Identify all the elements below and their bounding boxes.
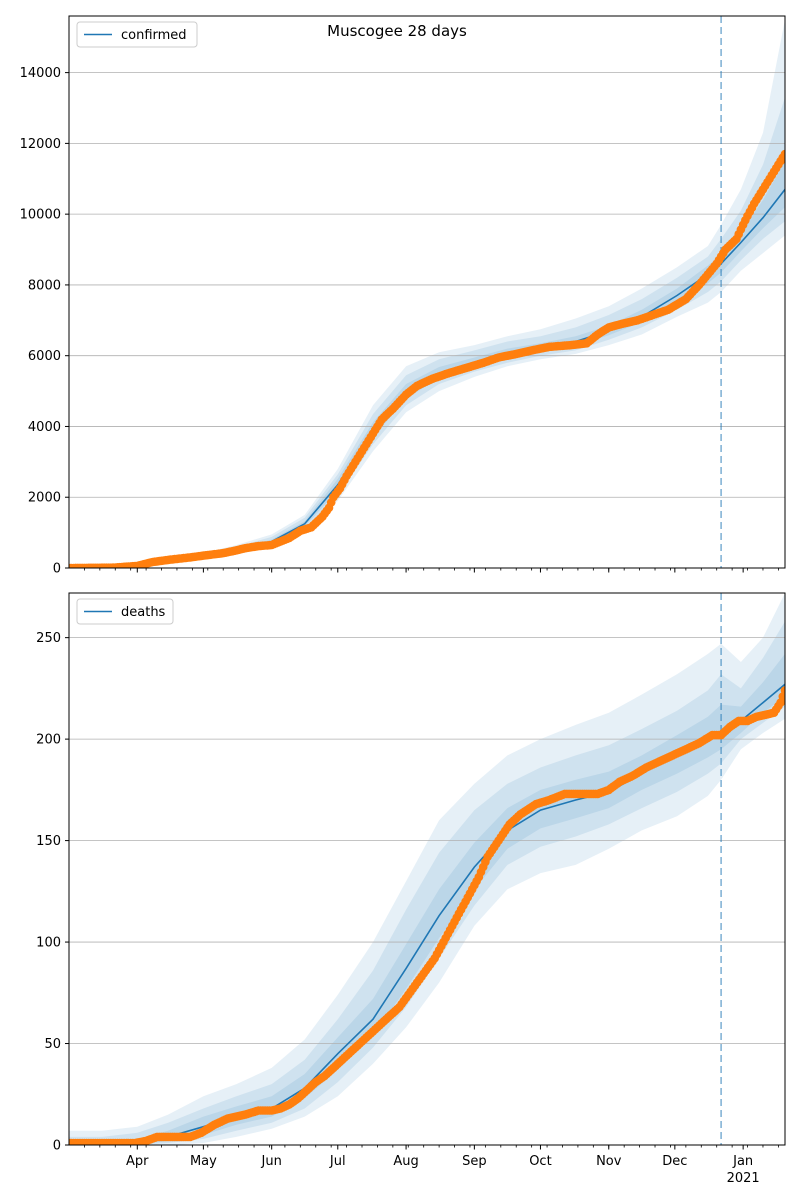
uncertainty-band [69,653,785,1145]
y-tick-label: 6000 [28,349,61,364]
y-tick-label: 200 [36,733,61,748]
uncertainty-band [69,593,785,1145]
deaths-panel: 0 50 100 150 200 250 Apr May Jun Jul Aug Sep Oct Nov D… [36,592,786,1186]
x-tick-label: Aug [393,1154,418,1169]
axes-frame [68,15,786,569]
y-tick-label: 100 [36,936,61,951]
legend-box [76,598,174,625]
y-tick-label: 50 [44,1037,61,1052]
x-tick-label: Sep [462,1154,487,1169]
x-tick-label: Oct [529,1154,551,1169]
y-tick-label: 14000 [20,66,61,81]
x-tick-label: Apr [126,1154,149,1169]
y-tick-label: 0 [53,1139,61,1154]
legend-label: deaths [121,605,166,620]
x-tick-year-label: 2021 [727,1171,760,1186]
y-tick-label: 250 [36,631,61,646]
x-tick-label: Dec [662,1154,687,1169]
uncertainty-band [69,621,785,1145]
y-tick-label: 8000 [28,278,61,293]
observed-point [780,686,785,695]
observed-point [780,149,785,159]
x-tick-label: May [190,1154,217,1169]
legend-box [76,21,198,48]
chart-title: Muscogee 28 days [327,22,467,40]
uncertainty-band [69,19,785,568]
x-tick-label: Jul [329,1154,346,1169]
x-tick-label: Jun [261,1154,282,1169]
legend-label: confirmed [121,28,187,43]
plot-area [69,593,785,1145]
y-tick-label: 12000 [20,137,61,152]
x-tick-label: Nov [596,1154,622,1169]
confirmed-panel: 0 2000 4000 6000 8000 10000 12000 14000 confirme… [20,15,786,577]
y-tick-label: 2000 [28,491,61,506]
y-tick-label: 150 [36,834,61,849]
y-tick-label: 10000 [20,208,61,223]
y-tick-label: 0 [53,562,61,577]
plot-area [69,16,785,568]
y-tick-label: 4000 [28,420,61,435]
x-tick-label: Jan [732,1154,753,1169]
legend: confirmed [76,21,198,48]
legend: deaths [76,598,174,625]
axes-frame [68,592,786,1146]
